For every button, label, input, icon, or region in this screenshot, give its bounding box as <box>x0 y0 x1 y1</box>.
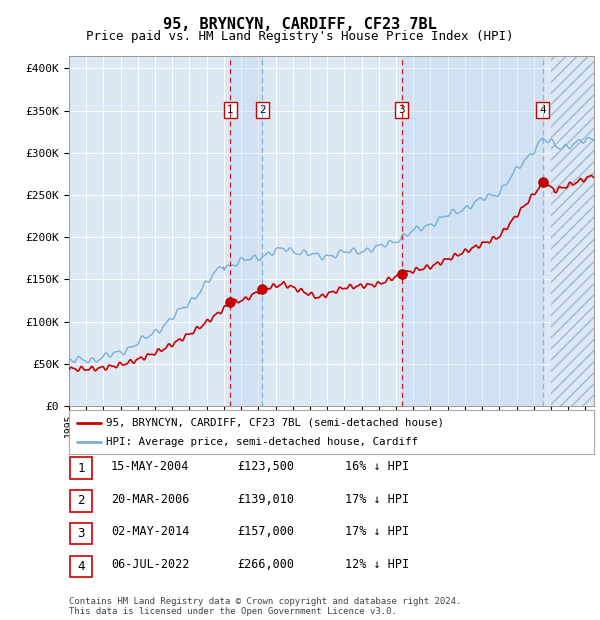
Text: HPI: Average price, semi-detached house, Cardiff: HPI: Average price, semi-detached house,… <box>106 436 418 446</box>
Text: 95, BRYNCYN, CARDIFF, CF23 7BL (semi-detached house): 95, BRYNCYN, CARDIFF, CF23 7BL (semi-det… <box>106 418 444 428</box>
Bar <box>230 56 262 406</box>
Text: 95, BRYNCYN, CARDIFF, CF23 7BL: 95, BRYNCYN, CARDIFF, CF23 7BL <box>163 17 437 32</box>
Text: 17% ↓ HPI: 17% ↓ HPI <box>345 526 409 538</box>
Text: 2: 2 <box>259 105 265 115</box>
Text: 06-JUL-2022: 06-JUL-2022 <box>111 559 190 571</box>
Text: £157,000: £157,000 <box>237 526 294 538</box>
Text: 2: 2 <box>77 495 85 507</box>
Text: 4: 4 <box>77 560 85 573</box>
Text: Contains HM Land Registry data © Crown copyright and database right 2024.: Contains HM Land Registry data © Crown c… <box>69 597 461 606</box>
Text: 1: 1 <box>227 105 233 115</box>
Text: This data is licensed under the Open Government Licence v3.0.: This data is licensed under the Open Gov… <box>69 607 397 616</box>
Text: 17% ↓ HPI: 17% ↓ HPI <box>345 493 409 505</box>
FancyBboxPatch shape <box>70 490 92 511</box>
FancyBboxPatch shape <box>70 523 92 544</box>
Text: 02-MAY-2014: 02-MAY-2014 <box>111 526 190 538</box>
Text: £139,010: £139,010 <box>237 493 294 505</box>
Text: 16% ↓ HPI: 16% ↓ HPI <box>345 460 409 472</box>
Text: Price paid vs. HM Land Registry's House Price Index (HPI): Price paid vs. HM Land Registry's House … <box>86 30 514 43</box>
Text: 3: 3 <box>398 105 405 115</box>
Text: 4: 4 <box>539 105 546 115</box>
Bar <box>402 56 542 406</box>
Text: 20-MAR-2006: 20-MAR-2006 <box>111 493 190 505</box>
Text: £123,500: £123,500 <box>237 460 294 472</box>
FancyBboxPatch shape <box>70 556 92 577</box>
Text: £266,000: £266,000 <box>237 559 294 571</box>
Text: 15-MAY-2004: 15-MAY-2004 <box>111 460 190 472</box>
Bar <box>551 56 594 406</box>
Text: 3: 3 <box>77 528 85 540</box>
Text: 12% ↓ HPI: 12% ↓ HPI <box>345 559 409 571</box>
Text: 1: 1 <box>77 462 85 474</box>
FancyBboxPatch shape <box>70 458 92 479</box>
